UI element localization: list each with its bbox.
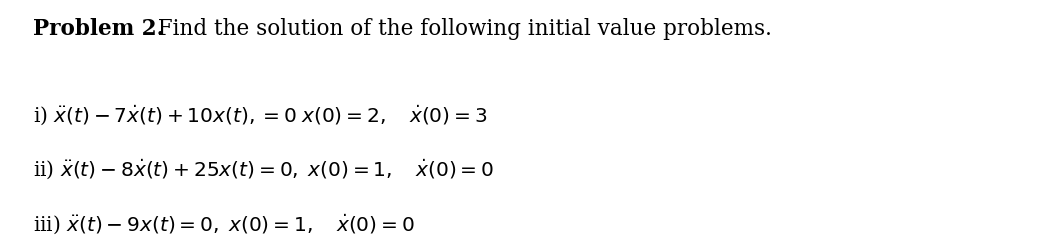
Text: ii) $\ddot{x}(t) - 8\dot{x}(t) + 25x(t) = 0, \; x(0) = 1, \quad \dot{x}(0) = 0$: ii) $\ddot{x}(t) - 8\dot{x}(t) + 25x(t) …: [33, 158, 494, 182]
Text: Find the solution of the following initial value problems.: Find the solution of the following initi…: [151, 18, 772, 40]
Text: i) $\ddot{x}(t) - 7\dot{x}(t) + 10x(t), = 0 \; x(0) = 2, \quad \dot{x}(0) = 3$: i) $\ddot{x}(t) - 7\dot{x}(t) + 10x(t), …: [33, 104, 487, 128]
Text: iii) $\ddot{x}(t) - 9x(t) = 0, \; x(0) = 1, \quad \dot{x}(0) = 0$: iii) $\ddot{x}(t) - 9x(t) = 0, \; x(0) =…: [33, 213, 414, 237]
Text: Problem 2.: Problem 2.: [33, 18, 164, 40]
